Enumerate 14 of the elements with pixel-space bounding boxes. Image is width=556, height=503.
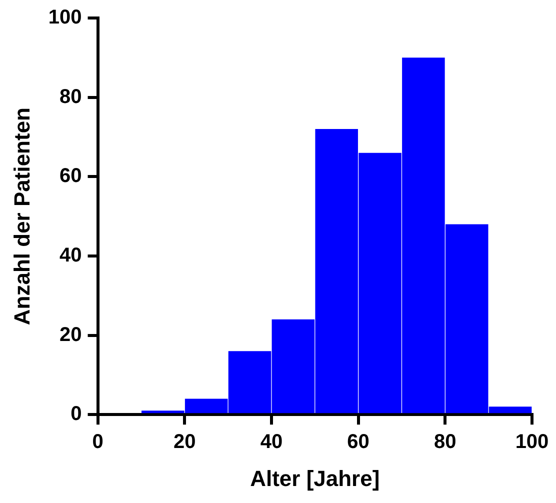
- y-tick-label: 80: [60, 86, 82, 108]
- y-tick-label: 60: [60, 165, 82, 188]
- x-tick-label: 100: [515, 431, 549, 454]
- y-tick-label: 0: [70, 403, 82, 426]
- x-axis-title: Alter [Jahre]: [250, 466, 380, 491]
- y-tick-label: 40: [60, 244, 82, 266]
- y-tick-label: 100: [48, 6, 82, 29]
- x-tick-label: 40: [260, 431, 283, 454]
- y-tick-label: 20: [60, 324, 82, 346]
- x-tick-label: 60: [347, 431, 370, 454]
- x-tick-label: 0: [92, 431, 104, 454]
- x-tick-label: 20: [173, 431, 196, 454]
- x-tick-label: 80: [434, 431, 456, 454]
- y-axis-title: Anzahl der Patienten: [9, 108, 34, 326]
